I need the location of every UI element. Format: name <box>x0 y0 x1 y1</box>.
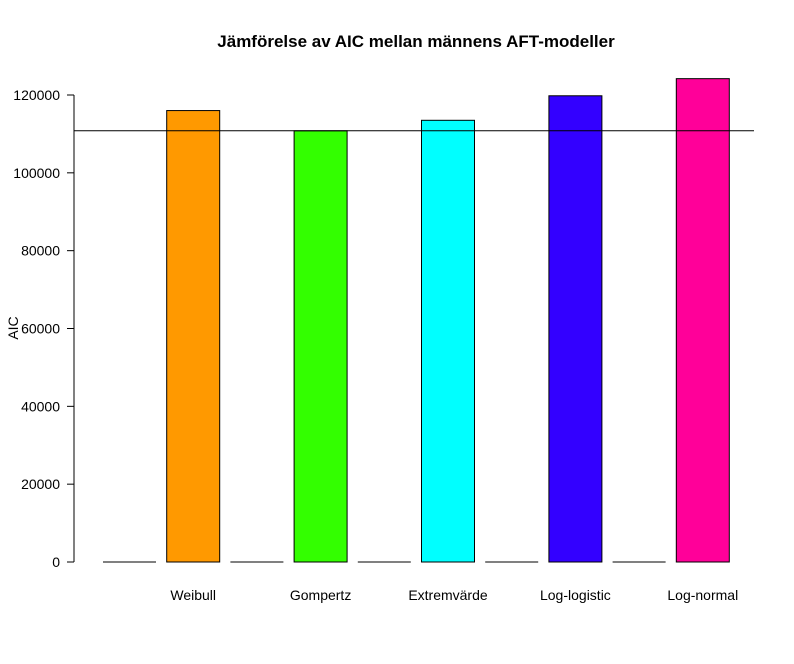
bar <box>166 110 221 563</box>
chart-title: Jämförelse av AIC mellan männens AFT-mod… <box>217 32 615 51</box>
y-tick-label: 80000 <box>21 243 60 259</box>
y-axis-label: AIC <box>5 316 21 339</box>
bar <box>293 130 348 563</box>
category-label: Extremvärde <box>408 587 488 603</box>
category-label: Log-normal <box>667 587 738 603</box>
y-tick-label: 60000 <box>21 321 60 337</box>
y-tick-label: 20000 <box>21 476 60 492</box>
bars <box>103 78 730 563</box>
bar <box>675 78 730 563</box>
category-label: Gompertz <box>290 587 351 603</box>
y-tick-label: 0 <box>52 554 60 570</box>
category-label: Log-logistic <box>540 587 611 603</box>
bar <box>421 119 475 563</box>
y-axis: 0 20000 40000 60000 80000 100000 120000 <box>13 87 75 570</box>
bar <box>548 95 603 563</box>
y-tick-label: 100000 <box>13 165 60 181</box>
category-label: Weibull <box>170 587 216 603</box>
y-tick-label: 120000 <box>13 87 60 103</box>
category-labels: Weibull Gompertz Extremvärde Log-logistic Lo… <box>170 587 738 603</box>
y-tick-label: 40000 <box>21 398 60 414</box>
